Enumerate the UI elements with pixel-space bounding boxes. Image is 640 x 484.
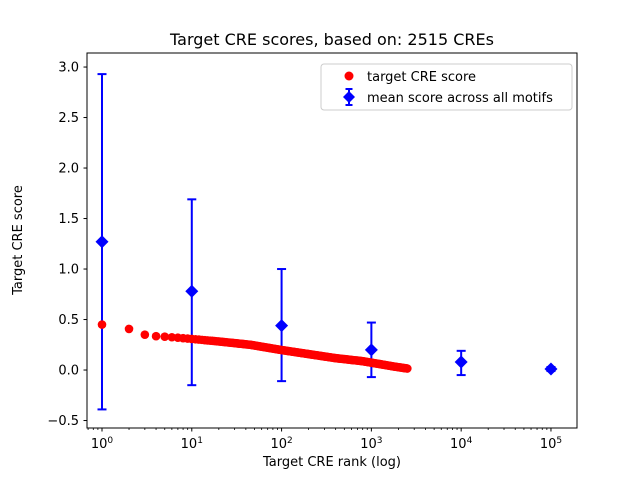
legend-box (320, 63, 573, 111)
x-axis-ticks: 100 101 102 103 104 105 (87, 428, 562, 452)
legend-target-label: target CRE score (367, 70, 476, 85)
y-tick-label: −0.5 (47, 414, 79, 429)
mean-diamond-marker (544, 362, 558, 376)
mean-diamond-marker (275, 319, 289, 333)
mean-diamond-marker (95, 235, 109, 249)
legend: target CRE score mean score across all m… (320, 63, 573, 111)
legend-mean-marker-icon (343, 88, 355, 106)
x-tick-label: 102 (270, 436, 292, 452)
y-tick-label: 2.0 (58, 162, 79, 177)
y-tick-label: 3.0 (58, 61, 79, 76)
target-score-point (403, 364, 412, 373)
target-score-point (151, 331, 161, 341)
y-tick-label: 1.0 (58, 263, 79, 278)
mean-diamond-marker (185, 284, 199, 298)
x-tick-label: 104 (450, 436, 473, 452)
x-axis-label: Target CRE rank (log) (262, 455, 401, 470)
x-tick-label: 101 (181, 436, 203, 452)
target-score-point (97, 320, 107, 329)
plot-area-border (86, 52, 578, 429)
mean-diamond-marker (454, 355, 468, 369)
y-axis-ticks: 3.0 2.5 2.0 1.5 1.0 0.5 0.0 −0.5 (47, 61, 87, 429)
target-cre-score-series (97, 320, 412, 373)
x-tick-label: 103 (360, 436, 382, 452)
mean-diamond-marker (364, 343, 378, 357)
target-score-point (160, 332, 170, 341)
legend-mean-label: mean score across all motifs (367, 91, 553, 106)
mean-score-errorbar-series (95, 73, 558, 411)
target-score-point (140, 330, 150, 339)
target-score-point (124, 324, 134, 334)
y-axis-label: Target CRE score (11, 185, 26, 296)
y-tick-label: 0.0 (58, 364, 79, 379)
y-tick-label: 2.5 (58, 111, 79, 126)
x-tick-label: 105 (540, 436, 562, 452)
y-tick-label: 0.5 (58, 313, 79, 328)
y-tick-label: 1.5 (58, 212, 79, 227)
legend-target-marker-icon (344, 71, 354, 81)
chart-title: Target CRE scores, based on: 2515 CREs (169, 30, 494, 49)
x-tick-label: 100 (91, 436, 114, 452)
